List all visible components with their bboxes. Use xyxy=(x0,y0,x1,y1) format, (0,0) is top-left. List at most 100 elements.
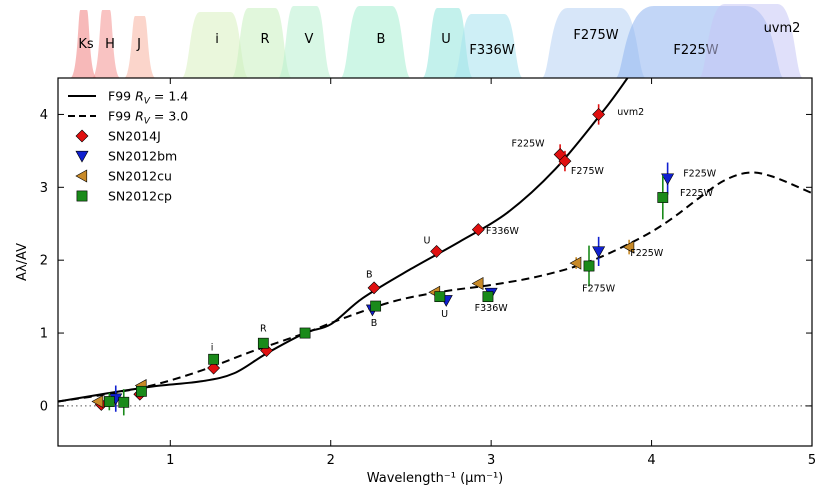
sn2012cu-point xyxy=(91,395,104,409)
sn2014j-point xyxy=(471,223,485,236)
y-axis-title: Aλ/AV xyxy=(15,243,30,281)
filter-band-r xyxy=(231,8,293,78)
point-annotation: F225W xyxy=(680,188,714,199)
f99-rv1.4-curve xyxy=(58,78,629,403)
marker-triangle-down xyxy=(592,246,606,259)
legend-label: F99 RV = 3.0 xyxy=(108,109,188,127)
filter-band-b xyxy=(340,6,411,78)
axis-titles: Wavelength⁻¹ (μm⁻¹) Aλ/AV xyxy=(15,243,503,486)
marker-square xyxy=(103,396,115,407)
sn2012cp-point xyxy=(370,300,382,312)
point-annotation: F336W xyxy=(486,226,520,237)
sn2012bm-point xyxy=(592,236,606,267)
y-tick-label: 2 xyxy=(40,254,48,269)
filter-band-label: Ks xyxy=(78,37,94,52)
filter-band-label: H xyxy=(105,37,115,52)
sn2014j-point xyxy=(367,281,381,295)
point-annotation: F225W xyxy=(630,248,664,259)
point-annotation: F225W xyxy=(683,168,717,179)
filter-band-j xyxy=(123,16,156,78)
sn2012cp-point xyxy=(482,291,494,303)
filter-band-ks xyxy=(70,10,98,78)
sn2014j-point xyxy=(430,245,444,258)
legend-marker xyxy=(76,190,88,202)
x-tick-label: 2 xyxy=(327,453,335,468)
sn2012cp-point xyxy=(118,389,130,416)
point-annotation: uvm2 xyxy=(617,107,644,118)
filter-band-label: R xyxy=(260,32,269,47)
marker-triangle-left xyxy=(471,276,484,291)
legend-marker xyxy=(75,169,88,183)
sn2012cu-point xyxy=(569,256,582,270)
marker-square xyxy=(583,260,595,272)
filter-band-label: J xyxy=(136,37,141,52)
filter-band-label: B xyxy=(377,32,386,47)
plot-frame xyxy=(57,77,813,447)
marker-square xyxy=(208,353,220,365)
sn2012cp-point xyxy=(657,175,669,220)
point-annotation: F275W xyxy=(571,166,605,177)
legend-item: SN2012cp xyxy=(76,189,172,204)
filter-band-f336w xyxy=(452,14,524,78)
marker-diamond xyxy=(207,361,221,375)
filter-band-h xyxy=(91,10,121,78)
legend-marker xyxy=(75,150,89,163)
legend-item: SN2012cu xyxy=(75,169,172,184)
sn2012cp-point xyxy=(103,392,115,411)
data-points xyxy=(91,104,675,416)
marker-square xyxy=(657,192,669,203)
sn2012cp-point xyxy=(434,291,446,303)
filter-band-label: V xyxy=(305,32,314,47)
x-tick-label: 3 xyxy=(487,453,495,468)
point-annotation: F275W xyxy=(582,284,616,295)
legend-item: SN2014J xyxy=(75,129,161,144)
filter-band-label: F275W xyxy=(573,28,618,43)
legend-label: SN2012bm xyxy=(108,149,177,164)
point-annotation: B xyxy=(366,270,373,281)
filter-band-label: uvm2 xyxy=(764,21,801,36)
plot-area xyxy=(57,77,813,447)
y-tick-label: 3 xyxy=(40,181,48,196)
sn2012cu-point xyxy=(622,239,635,255)
legend-label: SN2012cu xyxy=(108,169,172,184)
legend-label: SN2012cp xyxy=(108,189,172,204)
point-annotation: F336W xyxy=(475,303,509,314)
legend-item: F99 RV = 1.4 xyxy=(68,89,188,107)
filter-band-f275w xyxy=(541,8,646,78)
sn2012cp-point xyxy=(257,337,269,349)
sn2014j-point xyxy=(592,104,606,125)
sn2014j-point xyxy=(207,361,221,375)
marker-diamond xyxy=(558,154,572,168)
filter-band-label: i xyxy=(215,32,219,47)
sn2012cp-point xyxy=(136,385,147,397)
legend: F99 RV = 1.4 F99 RV = 3.0 SN2014J SN2012bm S… xyxy=(68,89,188,204)
marker-square xyxy=(118,396,130,408)
filter-band-label: U xyxy=(441,32,451,47)
sn2012bm-point xyxy=(661,162,675,195)
x-tick-label: 1 xyxy=(166,453,174,468)
point-annotations: i R B B U U F336W F336W F225W F275W uvm2 F275W F225W… xyxy=(211,107,717,353)
legend-item: F99 RV = 3.0 xyxy=(68,109,188,127)
point-annotation: i xyxy=(211,343,214,354)
x-axis-title: Wavelength⁻¹ (μm⁻¹) xyxy=(367,471,503,486)
marker-square xyxy=(482,291,494,303)
point-annotation: B xyxy=(371,318,378,329)
model-curves xyxy=(58,78,812,403)
sn2012cp-point xyxy=(208,353,220,365)
legend-label: SN2014J xyxy=(108,129,161,144)
marker-triangle-left xyxy=(622,240,635,254)
point-annotation: R xyxy=(260,324,267,335)
sn2012cu-point xyxy=(471,276,484,291)
sn2014j-point xyxy=(558,150,572,172)
point-annotation: F225W xyxy=(512,138,546,149)
x-tick-label: 4 xyxy=(647,453,655,468)
marker-triangle-down xyxy=(661,173,675,186)
marker-square xyxy=(370,300,382,312)
y-tick-label: 0 xyxy=(40,399,48,414)
marker-diamond xyxy=(471,223,485,236)
marker-square xyxy=(257,337,269,349)
y-tick-label: 1 xyxy=(40,327,48,342)
marker-diamond xyxy=(367,281,381,295)
